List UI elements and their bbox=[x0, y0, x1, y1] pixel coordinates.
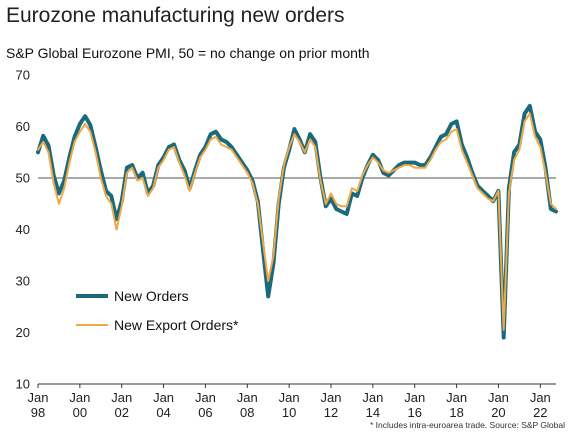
x-tick-label-month: Jan bbox=[321, 390, 342, 405]
x-tick-label-year: 06 bbox=[198, 405, 212, 420]
x-tick-label-month: Jan bbox=[153, 390, 174, 405]
x-tick-label-month: Jan bbox=[195, 390, 216, 405]
y-tick-label: 50 bbox=[16, 171, 30, 186]
x-tick-label-year: 20 bbox=[491, 405, 505, 420]
chart-subtitle: S&P Global Eurozone PMI, 50 = no change … bbox=[6, 45, 370, 61]
x-tick-label-year: 02 bbox=[114, 405, 128, 420]
x-tick-label-month: Jan bbox=[69, 390, 90, 405]
x-tick-label-year: 16 bbox=[407, 405, 421, 420]
legend-label: New Orders bbox=[114, 288, 189, 304]
x-tick-label-month: Jan bbox=[28, 390, 49, 405]
x-tick-label-month: Jan bbox=[488, 390, 509, 405]
legend: New Orders New Export Orders* bbox=[76, 288, 239, 333]
x-tick-label-month: Jan bbox=[237, 390, 258, 405]
x-tick-label-month: Jan bbox=[404, 390, 425, 405]
y-axis: 10 20 30 40 50 60 70 bbox=[16, 68, 30, 392]
x-tick-label-month: Jan bbox=[279, 390, 300, 405]
x-tick-label-year: 22 bbox=[533, 405, 547, 420]
footnote: * Includes intra-euroarea trade. Source:… bbox=[370, 420, 565, 430]
chart-title: Eurozone manufacturing new orders bbox=[6, 4, 345, 27]
x-tick-label-year: 12 bbox=[324, 405, 338, 420]
x-tick-label-month: Jan bbox=[446, 390, 467, 405]
y-tick-label: 40 bbox=[16, 222, 30, 237]
x-tick-label-year: 18 bbox=[449, 405, 463, 420]
x-tick-label-year: 04 bbox=[156, 405, 170, 420]
x-tick-label-month: Jan bbox=[362, 390, 383, 405]
y-tick-label: 30 bbox=[16, 274, 30, 289]
x-axis: Jan98Jan00Jan02Jan04Jan06Jan08Jan10Jan12… bbox=[28, 383, 556, 420]
x-tick-label-year: 14 bbox=[366, 405, 380, 420]
x-tick-label-month: Jan bbox=[530, 390, 551, 405]
x-tick-label-year: 00 bbox=[73, 405, 87, 420]
y-tick-label: 60 bbox=[16, 119, 30, 134]
x-tick-label-month: Jan bbox=[111, 390, 132, 405]
x-tick-label-year: 08 bbox=[240, 405, 254, 420]
x-tick-label-year: 98 bbox=[31, 405, 45, 420]
legend-label: New Export Orders* bbox=[114, 317, 239, 333]
x-tick-label-year: 10 bbox=[282, 405, 296, 420]
y-tick-label: 70 bbox=[16, 68, 30, 83]
y-tick-label: 10 bbox=[16, 377, 30, 392]
y-tick-label: 20 bbox=[16, 325, 30, 340]
series-layer bbox=[36, 103, 558, 340]
series-line-new-export-orders bbox=[37, 112, 557, 331]
